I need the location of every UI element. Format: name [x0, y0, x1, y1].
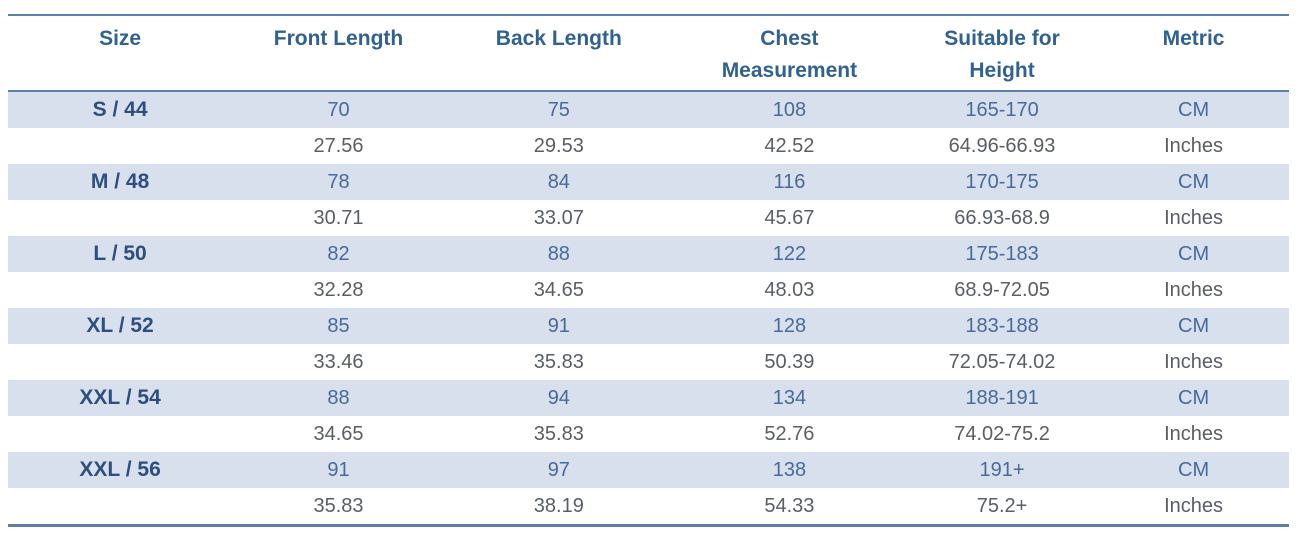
- cell-back-length: 38.19: [444, 488, 673, 527]
- cell-front-length: 78: [327, 170, 350, 193]
- table-row-l50-inches: 32.28 34.65 48.03 68.9-72.05 Inches: [8, 272, 1289, 308]
- cell-back-length: 91: [547, 314, 570, 337]
- cell-back-length: 33.07: [533, 206, 584, 229]
- cell-size: XXL / 54: [79, 386, 161, 409]
- cell-back-length: 34.65: [533, 278, 584, 301]
- cell-front-length: 30.71: [313, 206, 364, 229]
- cell-chest: 54.33: [672, 488, 906, 527]
- cell-chest: 45.67: [764, 206, 815, 229]
- cell-back-length: 97: [547, 458, 570, 481]
- table-row-s44-cm: S / 44 70 75 108 165-170 CM: [8, 91, 1289, 128]
- column-header-suitable-height: Suitable for Height: [905, 14, 1099, 92]
- cell-back-length: 35.83: [533, 422, 584, 445]
- cell-height: 74.02-75.2: [954, 422, 1050, 445]
- cell-size: XL / 52: [86, 314, 154, 337]
- cell-back-length: 75: [547, 98, 570, 121]
- header-row: Size Front Length Back Length Chest Meas…: [8, 14, 1289, 92]
- cell-metric: Inches: [1164, 134, 1224, 157]
- cell-height: 72.05-74.02: [948, 350, 1056, 373]
- cell-chest: 108: [772, 98, 807, 121]
- column-header-size: Size: [8, 14, 233, 92]
- table-row-l50-cm: L / 50 82 88 122 175-183 CM: [8, 236, 1289, 272]
- cell-height: 170-175: [965, 170, 1039, 193]
- cell-size: S / 44: [92, 98, 148, 121]
- table-row-xxl54-cm: XXL / 54 88 94 134 188-191 CM: [8, 380, 1289, 416]
- cell-front-length: 85: [327, 314, 350, 337]
- cell-metric: CM: [1178, 98, 1210, 121]
- cell-metric: Inches: [1098, 488, 1289, 527]
- table-row-xl52-inches: 33.46 35.83 50.39 72.05-74.02 Inches: [8, 344, 1289, 380]
- cell-back-length: 88: [547, 242, 570, 265]
- table-row-m48-inches: 30.71 33.07 45.67 66.93-68.9 Inches: [8, 200, 1289, 236]
- cell-chest: 138: [772, 458, 807, 481]
- table-row-m48-cm: M / 48 78 84 116 170-175 CM: [8, 164, 1289, 200]
- cell-chest: 122: [772, 242, 807, 265]
- cell-size: [8, 200, 232, 236]
- column-header-back-length: Back Length: [444, 14, 673, 92]
- cell-chest: 116: [773, 170, 806, 193]
- cell-metric: CM: [1178, 458, 1210, 481]
- column-header-metric: Metric: [1098, 14, 1289, 92]
- table-row-xxl56-cm: XXL / 56 91 97 138 191+ CM: [8, 452, 1289, 488]
- cell-height: 66.93-68.9: [954, 206, 1050, 229]
- cell-height: 183-188: [965, 314, 1039, 337]
- cell-size: [8, 416, 232, 452]
- cell-metric: CM: [1178, 314, 1210, 337]
- cell-front-length: 27.56: [313, 134, 364, 157]
- cell-front-length: 32.28: [313, 278, 364, 301]
- cell-chest: 48.03: [764, 278, 815, 301]
- cell-metric: CM: [1178, 386, 1210, 409]
- cell-chest: 42.52: [764, 134, 815, 157]
- table-header: Size Front Length Back Length Chest Meas…: [8, 14, 1289, 92]
- table-row-xxl56-inches: 35.83 38.19 54.33 75.2+ Inches: [8, 488, 1289, 527]
- cell-back-length: 35.83: [533, 350, 584, 373]
- cell-height: 191+: [979, 458, 1025, 481]
- cell-chest: 52.76: [764, 422, 815, 445]
- table-row-xxl54-inches: 34.65 35.83 52.76 74.02-75.2 Inches: [8, 416, 1289, 452]
- cell-height: 188-191: [965, 386, 1039, 409]
- column-header-front-length: Front Length: [232, 14, 445, 92]
- cell-metric: Inches: [1164, 206, 1224, 229]
- column-header-chest-label: Chest Measurement: [721, 27, 858, 82]
- cell-back-length: 29.53: [533, 134, 584, 157]
- cell-height: 175-183: [965, 242, 1039, 265]
- cell-height: 64.96-66.93: [948, 134, 1056, 157]
- cell-metric: CM: [1178, 170, 1210, 193]
- cell-metric: Inches: [1164, 350, 1224, 373]
- table-row-s44-inches: 27.56 29.53 42.52 64.96-66.93 Inches: [8, 128, 1289, 164]
- cell-back-length: 84: [547, 170, 570, 193]
- cell-metric: CM: [1178, 242, 1210, 265]
- size-chart: Size Front Length Back Length Chest Meas…: [8, 14, 1289, 527]
- cell-front-length: 91: [327, 458, 350, 481]
- table-body: S / 44 70 75 108 165-170 CM 27.56 29.53 …: [8, 91, 1289, 527]
- cell-front-length: 34.65: [313, 422, 364, 445]
- cell-size: [8, 344, 232, 380]
- cell-chest: 134: [772, 386, 807, 409]
- cell-size: [8, 488, 233, 527]
- cell-metric: Inches: [1164, 422, 1224, 445]
- cell-height: 68.9-72.05: [954, 278, 1050, 301]
- cell-size: [8, 128, 232, 164]
- cell-front-length: 33.46: [313, 350, 364, 373]
- cell-chest: 128: [772, 314, 807, 337]
- cell-size: XXL / 56: [79, 458, 161, 481]
- column-header-height-label: Suitable for Height: [944, 27, 1060, 82]
- size-chart-table: Size Front Length Back Length Chest Meas…: [8, 14, 1289, 527]
- table-row-xl52-cm: XL / 52 85 91 128 183-188 CM: [8, 308, 1289, 344]
- cell-back-length: 94: [547, 386, 570, 409]
- cell-chest: 50.39: [764, 350, 815, 373]
- cell-metric: Inches: [1164, 278, 1224, 301]
- cell-front-length: 35.83: [232, 488, 445, 527]
- cell-size: M / 48: [90, 170, 150, 193]
- cell-size: [8, 272, 232, 308]
- cell-height: 165-170: [965, 98, 1039, 121]
- cell-height: 75.2+: [905, 488, 1099, 527]
- cell-front-length: 70: [327, 98, 350, 121]
- column-header-chest-measurement: Chest Measurement: [672, 14, 906, 92]
- cell-front-length: 82: [327, 242, 350, 265]
- cell-front-length: 88: [327, 386, 350, 409]
- cell-size: L / 50: [93, 242, 147, 265]
